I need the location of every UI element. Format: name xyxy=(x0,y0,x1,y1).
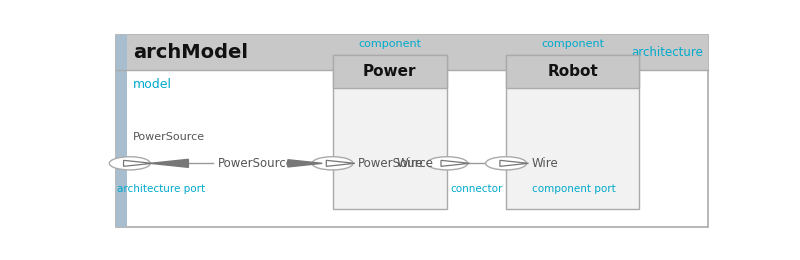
Circle shape xyxy=(312,157,353,170)
Text: model: model xyxy=(133,78,172,91)
Polygon shape xyxy=(288,160,322,167)
Circle shape xyxy=(426,157,468,170)
Text: component: component xyxy=(358,39,422,49)
Text: component port: component port xyxy=(531,184,615,194)
Bar xyxy=(506,55,639,88)
Text: PowerSource: PowerSource xyxy=(218,157,294,170)
Text: connector: connector xyxy=(450,184,503,194)
Bar xyxy=(126,35,707,70)
Bar xyxy=(115,35,126,228)
Polygon shape xyxy=(500,160,529,166)
Circle shape xyxy=(486,157,526,170)
Bar xyxy=(506,55,639,209)
Text: archModel: archModel xyxy=(133,43,248,62)
Polygon shape xyxy=(326,160,355,166)
Circle shape xyxy=(110,157,150,170)
Text: Wire: Wire xyxy=(531,157,558,170)
Bar xyxy=(333,55,447,88)
Text: PowerSource: PowerSource xyxy=(358,157,434,170)
Text: component: component xyxy=(542,39,604,49)
Text: Robot: Robot xyxy=(547,64,598,79)
Text: Wire: Wire xyxy=(397,157,424,170)
Polygon shape xyxy=(441,160,470,166)
Text: Power: Power xyxy=(363,64,417,79)
Text: architecture: architecture xyxy=(630,46,702,59)
Text: PowerSource: PowerSource xyxy=(133,132,205,142)
Polygon shape xyxy=(150,159,188,167)
Polygon shape xyxy=(123,160,152,166)
Text: architecture port: architecture port xyxy=(118,184,206,194)
Bar xyxy=(333,55,447,209)
